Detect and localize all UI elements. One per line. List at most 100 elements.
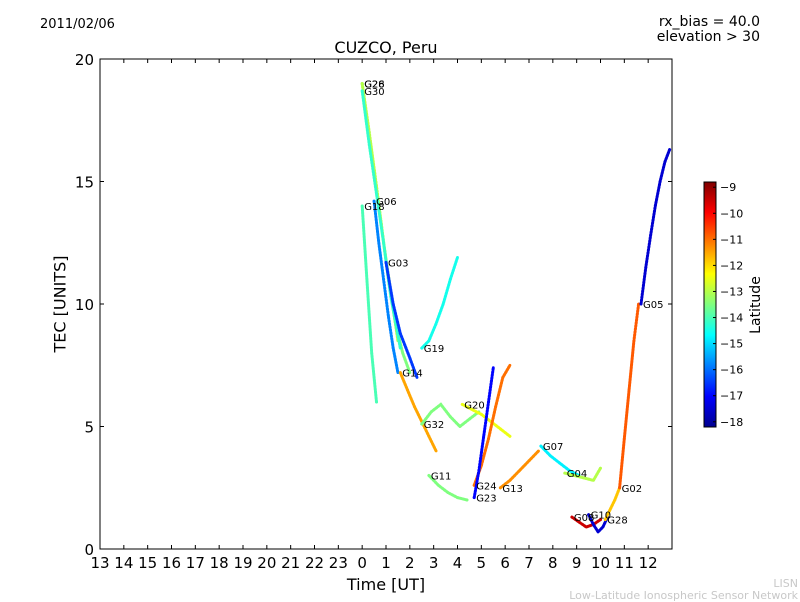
data-point — [458, 425, 462, 428]
colorbar-tick-label: −18 — [720, 416, 743, 429]
data-point — [494, 405, 497, 409]
data-point — [396, 371, 400, 374]
x-tick-label: 19 — [233, 554, 252, 572]
data-point — [398, 332, 402, 335]
data-point — [563, 471, 567, 475]
series-label: G10 — [591, 511, 611, 522]
data-point — [592, 479, 595, 482]
x-tick-label: 2 — [405, 554, 415, 572]
colorbar-tick-label: −13 — [720, 285, 743, 298]
x-tick-label: 21 — [281, 554, 300, 572]
data-point — [499, 427, 502, 431]
series-label: G26 — [364, 80, 384, 91]
data-point — [637, 302, 640, 306]
series-label: G13 — [502, 484, 522, 495]
data-point — [499, 486, 502, 490]
data-point — [601, 525, 605, 529]
data-point — [382, 241, 385, 245]
data-point — [384, 261, 388, 264]
data-point — [372, 199, 376, 203]
data-point — [448, 278, 452, 281]
data-point — [627, 388, 631, 392]
data-point — [572, 474, 576, 477]
colorbar-tick-label: −9 — [720, 181, 736, 194]
x-tick-label: 13 — [90, 554, 109, 572]
colorbar-tick-label: −10 — [720, 207, 743, 220]
x-tick-label: 20 — [257, 554, 276, 572]
data-point — [434, 322, 438, 325]
data-point — [415, 376, 419, 379]
data-point — [370, 351, 374, 355]
colorbar-tick-label: −14 — [720, 312, 743, 325]
data-point — [501, 376, 505, 379]
series-label: G28 — [364, 80, 384, 91]
data-point — [477, 469, 481, 472]
data-point — [406, 388, 409, 392]
chart-title: CUZCO, Peru — [334, 38, 438, 57]
series-label: G14 — [402, 369, 422, 380]
data-point — [613, 498, 617, 502]
series-label: G24 — [476, 481, 496, 492]
data-point — [472, 496, 476, 499]
data-point — [420, 346, 424, 350]
data-point — [460, 403, 464, 406]
data-point — [441, 302, 445, 306]
data-point — [584, 525, 588, 529]
colorbar-tick-label: −11 — [720, 233, 743, 246]
series-trace-g14 — [398, 371, 438, 453]
data-point — [653, 204, 657, 208]
data-point — [360, 82, 364, 85]
data-point — [408, 356, 412, 360]
data-point — [599, 518, 602, 521]
series-label: G02 — [622, 484, 642, 495]
data-point — [448, 415, 452, 419]
rx-bias-label: rx_bias = 40.0 — [658, 14, 760, 30]
data-point — [401, 351, 405, 355]
data-point — [599, 466, 602, 470]
network-name: Low-Latitude Ionospheric Sensor Network — [569, 589, 798, 602]
series-label: G08 — [574, 513, 594, 524]
data-point — [427, 474, 431, 477]
y-tick-label: 5 — [84, 419, 94, 437]
data-point — [608, 508, 612, 512]
data-point — [558, 461, 562, 465]
data-point — [456, 496, 459, 499]
y-tick-label: 15 — [75, 174, 94, 192]
data-point — [387, 314, 390, 318]
x-tick-label: 7 — [524, 554, 534, 572]
data-point — [487, 400, 490, 404]
data-point — [570, 515, 574, 519]
data-point — [537, 449, 540, 453]
date-label: 2011/02/06 — [40, 17, 115, 32]
data-point — [420, 422, 424, 426]
data-point — [365, 278, 369, 281]
x-tick-label: 22 — [305, 554, 324, 572]
series-label: G30 — [364, 87, 384, 98]
colorbar — [703, 181, 717, 428]
data-point — [427, 339, 431, 343]
x-tick-label: 8 — [548, 554, 558, 572]
x-tick-label: 0 — [357, 554, 367, 572]
axis-layer: 13 14 15 16 17 18 19 20 21 22 23 0 1 2 3 4 5 6 7 8 9 10 11 1205… — [75, 51, 672, 572]
data-point — [539, 444, 543, 448]
x-tick-label: 18 — [210, 554, 229, 572]
data-point — [668, 148, 671, 152]
data-point — [491, 366, 495, 370]
series-label: G07 — [543, 442, 563, 453]
y-tick-label: 10 — [75, 296, 94, 314]
colorbar-tick-label: −16 — [720, 364, 743, 377]
series-label: G19 — [424, 344, 444, 355]
data-point — [639, 302, 643, 306]
series-label: G04 — [567, 469, 587, 480]
data-point — [479, 412, 483, 416]
data-point — [427, 434, 431, 438]
data-point — [618, 486, 621, 490]
series-trace-g03 — [384, 260, 419, 379]
series-trace-g06 — [372, 199, 400, 375]
data-point — [663, 160, 667, 164]
data-point — [470, 408, 474, 411]
data-point — [439, 403, 443, 406]
series-label: G05 — [643, 300, 663, 311]
data-point — [382, 278, 385, 281]
